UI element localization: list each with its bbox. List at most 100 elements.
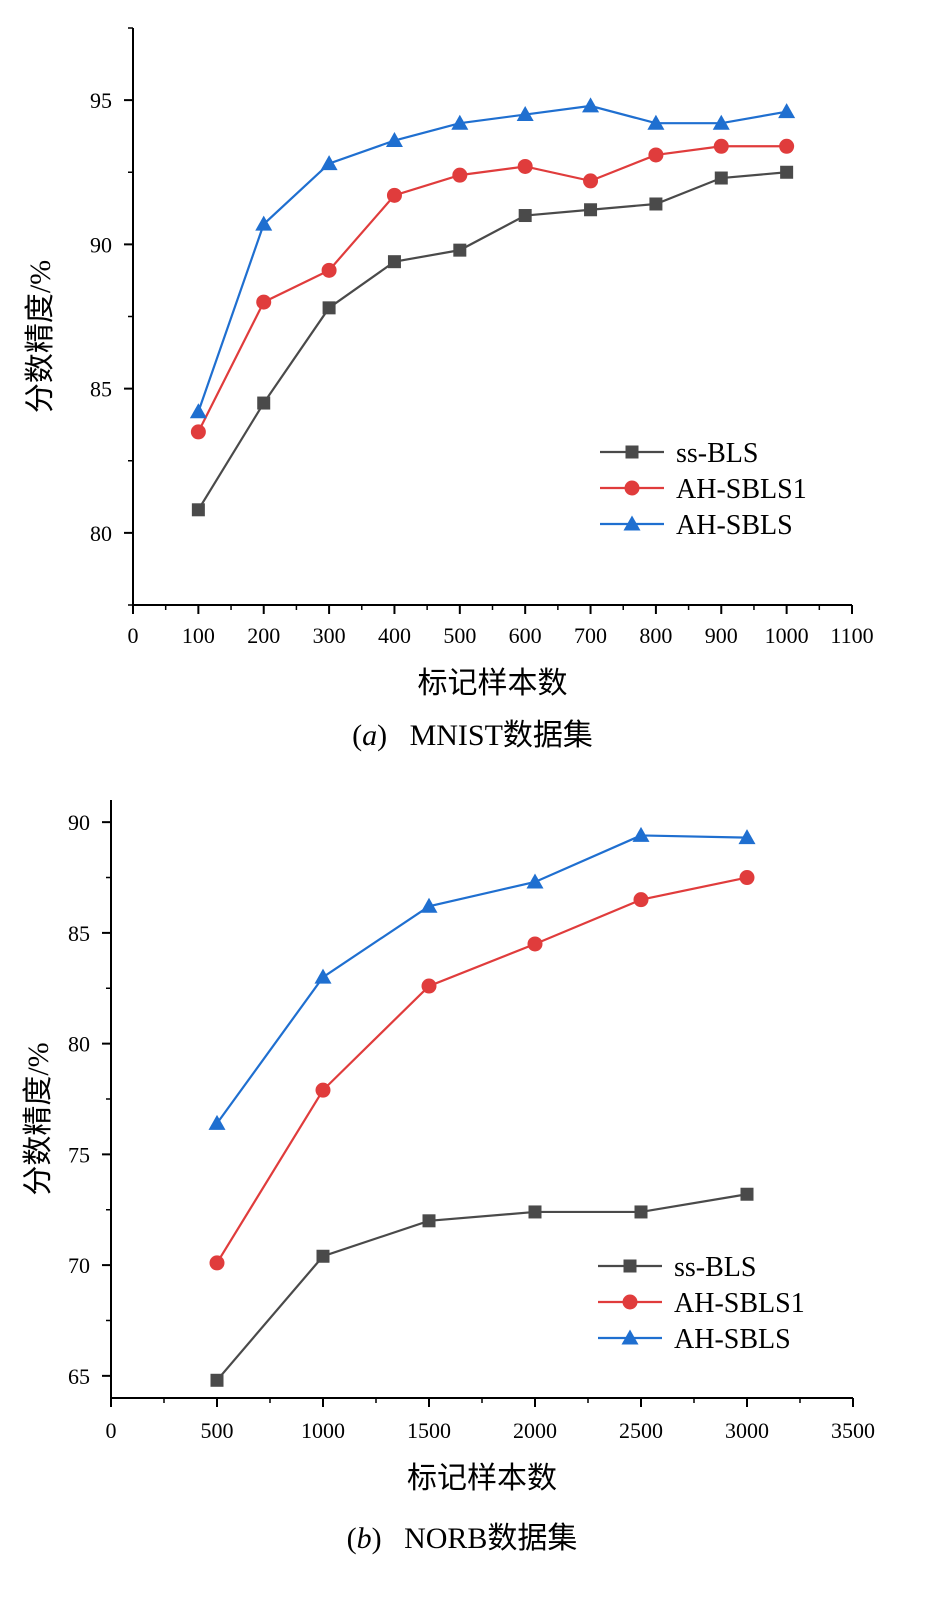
series-0 bbox=[210, 1187, 754, 1387]
y-tick-label: 75 bbox=[68, 1142, 90, 1167]
x-tick-label: 1500 bbox=[407, 1418, 451, 1443]
data-point-triangle bbox=[647, 114, 665, 130]
data-point-triangle bbox=[621, 1329, 639, 1345]
x-tick-label: 800 bbox=[639, 623, 672, 648]
data-point-circle bbox=[517, 158, 533, 174]
data-point-square bbox=[714, 171, 728, 185]
x-tick-label: 3000 bbox=[725, 1418, 769, 1443]
x-tick-label: 1000 bbox=[301, 1418, 345, 1443]
x-tick-label: 900 bbox=[705, 623, 738, 648]
data-point-square bbox=[322, 301, 336, 315]
data-point-square bbox=[518, 209, 532, 223]
chart-panel-1: 0 500 1000 1500 2000 2500 3000 3500 65 70 75 80 85 90… bbox=[22, 800, 875, 1555]
series-line bbox=[197, 104, 787, 413]
data-point-square bbox=[422, 1214, 436, 1228]
data-point-triangle bbox=[385, 132, 403, 148]
series-1 bbox=[209, 870, 755, 1271]
data-point-triangle bbox=[320, 155, 338, 171]
y-tick-label: 85 bbox=[90, 377, 112, 402]
data-point-triangle bbox=[526, 873, 544, 889]
data-point-square bbox=[623, 1259, 637, 1273]
data-point-circle bbox=[321, 262, 337, 278]
caption-text: NORB数据集 bbox=[404, 1522, 577, 1555]
data-point-circle bbox=[624, 480, 640, 496]
x-tick-label: 500 bbox=[443, 623, 476, 648]
data-point-triangle bbox=[712, 114, 730, 130]
legend-label: AH-SBLS bbox=[674, 1324, 791, 1355]
x-tick-label: 400 bbox=[378, 623, 411, 648]
data-point-circle bbox=[527, 936, 543, 952]
series-line bbox=[216, 876, 748, 1264]
data-point-circle bbox=[209, 1255, 225, 1271]
series-2 bbox=[189, 97, 796, 419]
data-point-square bbox=[453, 243, 467, 257]
data-point-triangle bbox=[420, 897, 438, 913]
data-point-triangle bbox=[208, 1114, 226, 1130]
x-tick-label: 1000 bbox=[765, 623, 809, 648]
caption-letter: b bbox=[357, 1522, 372, 1555]
data-point-square bbox=[387, 255, 401, 269]
y-tick-label: 90 bbox=[68, 810, 90, 835]
legend-label: ss-BLS bbox=[674, 1252, 756, 1283]
data-point-triangle bbox=[582, 97, 600, 113]
series-0 bbox=[191, 165, 794, 517]
series-line bbox=[197, 171, 787, 511]
figure-caption: (a) MNIST数据集 bbox=[352, 719, 593, 752]
data-point-square bbox=[649, 197, 663, 211]
data-point-square bbox=[210, 1373, 224, 1387]
legend: ss-BLS AH-SBLS1 AH-SBLS bbox=[598, 1252, 805, 1355]
x-tick-label: 300 bbox=[313, 623, 346, 648]
data-point-circle bbox=[713, 138, 729, 154]
data-point-square bbox=[584, 203, 598, 217]
x-tick-label: 3500 bbox=[831, 1418, 875, 1443]
legend-label: ss-BLS bbox=[676, 438, 758, 469]
data-point-triangle bbox=[738, 829, 756, 845]
x-tick-label: 700 bbox=[574, 623, 607, 648]
data-point-triangle bbox=[451, 114, 469, 130]
x-tick-label: 100 bbox=[182, 623, 215, 648]
data-point-square bbox=[625, 445, 639, 459]
data-point-square bbox=[780, 165, 794, 179]
data-point-triangle bbox=[189, 403, 207, 419]
data-point-circle bbox=[648, 147, 664, 163]
caption-text: MNIST数据集 bbox=[410, 719, 593, 752]
y-axis-label: 分数精度/% bbox=[24, 260, 57, 413]
series-line bbox=[216, 1193, 748, 1381]
data-point-triangle bbox=[314, 968, 332, 984]
data-point-triangle bbox=[516, 106, 534, 122]
data-point-square bbox=[316, 1249, 330, 1263]
data-point-circle bbox=[386, 187, 402, 203]
chart-panel-0: 0 100 200 300 400 500 600 700 800 900 1000 1100 80 85… bbox=[24, 27, 874, 752]
data-point-circle bbox=[256, 294, 272, 310]
data-point-triangle bbox=[778, 103, 796, 119]
legend-label: AH-SBLS1 bbox=[674, 1288, 805, 1319]
y-tick-label: 65 bbox=[68, 1364, 90, 1389]
data-point-triangle bbox=[255, 215, 273, 231]
data-point-circle bbox=[315, 1082, 331, 1098]
y-tick-label: 80 bbox=[68, 1032, 90, 1057]
legend: ss-BLS AH-SBLS1 AH-SBLS bbox=[600, 438, 807, 541]
data-point-circle bbox=[583, 173, 599, 189]
data-point-square bbox=[257, 396, 271, 410]
data-point-triangle bbox=[632, 826, 650, 842]
x-tick-label: 500 bbox=[201, 1418, 234, 1443]
data-point-circle bbox=[622, 1294, 638, 1310]
legend-label: AH-SBLS bbox=[676, 510, 793, 541]
data-point-circle bbox=[779, 138, 795, 154]
y-tick-label: 85 bbox=[68, 921, 90, 946]
x-axis-label: 标记样本数 bbox=[418, 667, 568, 700]
y-tick-label: 70 bbox=[68, 1253, 90, 1278]
x-tick-label: 0 bbox=[106, 1418, 117, 1443]
legend-label: AH-SBLS1 bbox=[676, 474, 807, 505]
x-tick-label: 0 bbox=[128, 623, 139, 648]
data-point-circle bbox=[633, 892, 649, 908]
y-tick-label: 80 bbox=[90, 521, 112, 546]
y-tick-label: 90 bbox=[90, 232, 112, 257]
caption-letter: a bbox=[362, 719, 377, 752]
data-point-triangle bbox=[623, 515, 641, 531]
data-point-circle bbox=[452, 167, 468, 183]
data-point-circle bbox=[739, 870, 755, 886]
y-tick-label: 95 bbox=[90, 88, 112, 113]
x-axis-label: 标记样本数 bbox=[407, 1462, 557, 1495]
